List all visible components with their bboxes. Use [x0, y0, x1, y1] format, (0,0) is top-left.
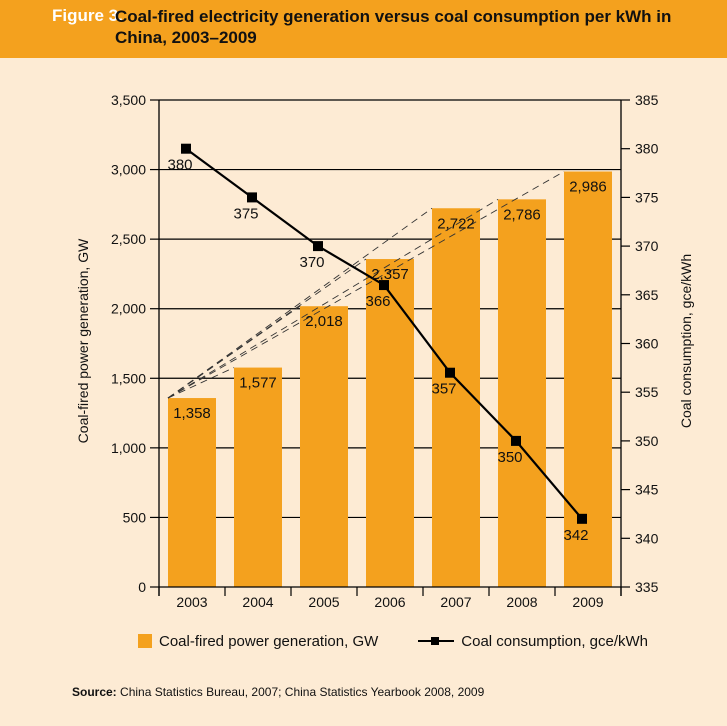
bar-2009 [564, 171, 612, 588]
legend-item-generation: Coal-fired power generation, GW [138, 633, 378, 650]
x-tick-label: 2003 [176, 594, 207, 610]
source-text: China Statistics Bureau, 2007; China Sta… [120, 685, 485, 699]
bar-2003 [168, 398, 216, 587]
consumption-line [181, 143, 587, 524]
bar-2005 [300, 306, 348, 587]
y-right-tick-label: 340 [635, 530, 659, 546]
y-left-tick-label: 1,000 [111, 440, 146, 456]
bar-value-label: 1,577 [239, 375, 277, 392]
data-labels: 1,358 1,577 2,018 2,357 2,722 2,786 2,986 380 37… [167, 157, 606, 544]
legend-label-consumption: Coal consumption, gce/kWh [461, 632, 649, 650]
trend-line-2008 [167, 198, 499, 399]
bar-value-label: 2,986 [569, 179, 607, 196]
bar-2008 [498, 199, 546, 587]
figure-title: Coal-fired electricity generation versus… [115, 7, 672, 47]
y-right-tick-label: 350 [635, 433, 659, 449]
consumption-value-label: 366 [365, 293, 390, 310]
y-left-tick-label: 2,500 [111, 231, 146, 247]
y-left-tick-label: 0 [138, 579, 146, 595]
consumption-marker-2003 [181, 143, 191, 154]
bar-value-label: 2,786 [503, 206, 541, 223]
x-tick-label: 2008 [506, 594, 537, 610]
legend-label-generation: Coal-fired power generation, GW [159, 632, 379, 650]
line-marker-icon [418, 634, 455, 648]
y-left-axis-title: Coal-fired power generation, GW [75, 238, 91, 443]
source-note: Source: China Statistics Bureau, 2007; C… [72, 685, 484, 699]
y-right-tick-label: 360 [635, 336, 659, 352]
y-left-tick-label: 3,000 [111, 162, 146, 178]
bar-2004 [234, 367, 282, 587]
x-tick-label: 2006 [374, 594, 405, 610]
bar-value-label: 2,018 [305, 313, 343, 330]
y-right-tick-label: 375 [635, 189, 659, 205]
y-right-tick-label: 385 [635, 92, 659, 108]
y-right-tick-label: 335 [635, 579, 659, 595]
figure-header: Figure 3. Coal-fired electricity generat… [0, 0, 727, 58]
bars [168, 171, 612, 588]
bar-value-label: 2,722 [437, 215, 475, 232]
y-right-tick-label: 345 [635, 482, 659, 498]
bar-value-label: 2,357 [371, 266, 409, 283]
bar-swatch-icon [138, 634, 152, 648]
y-right-tick-label: 365 [635, 287, 659, 303]
consumption-marker-2005 [313, 241, 323, 252]
bar-2007 [432, 208, 480, 587]
consumption-marker-2008 [511, 435, 521, 446]
x-tick-label: 2009 [572, 594, 603, 610]
y-right-tick-label: 380 [635, 141, 659, 157]
consumption-value-label: 342 [563, 527, 588, 544]
y-right-tick-label: 370 [635, 238, 659, 254]
consumption-marker-2006 [379, 280, 389, 291]
consumption-value-label: 380 [167, 157, 192, 174]
consumption-marker-2004 [247, 192, 257, 203]
y-left-tick-label: 2,000 [111, 301, 146, 317]
consumption-marker-2009 [577, 513, 587, 524]
y-right-axis-title: Coal consumption, gce/kWh [678, 254, 694, 428]
trend-line-2007 [167, 207, 433, 399]
x-tick-label: 2004 [242, 594, 273, 610]
legend-item-consumption: Coal consumption, gce/kWh [418, 633, 648, 650]
source-label: Source: [72, 685, 117, 699]
consumption-value-label: 350 [497, 449, 522, 466]
axes: 0 500 1,000 1,500 2,000 2,500 3,000 3,500 335 340… [111, 92, 659, 610]
legend: Coal-fired power generation, GW Coal con… [138, 631, 688, 651]
trend-line-2006 [167, 258, 367, 399]
y-right-tick-label: 355 [635, 384, 659, 400]
x-tick-label: 2007 [440, 594, 471, 610]
trend-line-2004 [167, 367, 235, 399]
consumption-value-label: 357 [431, 381, 456, 398]
y-left-tick-label: 500 [123, 509, 147, 525]
consumption-value-label: 370 [299, 254, 324, 271]
bar-value-label: 1,358 [173, 405, 211, 422]
trend-line-2009 [167, 171, 565, 399]
y-left-tick-label: 1,500 [111, 370, 146, 386]
consumption-marker-2007 [445, 367, 455, 378]
y-left-tick-label: 3,500 [111, 92, 146, 108]
x-tick-label: 2005 [308, 594, 339, 610]
trend-lines [167, 171, 565, 399]
figure-label: Figure 3. [52, 6, 123, 25]
consumption-value-label: 375 [233, 205, 258, 222]
